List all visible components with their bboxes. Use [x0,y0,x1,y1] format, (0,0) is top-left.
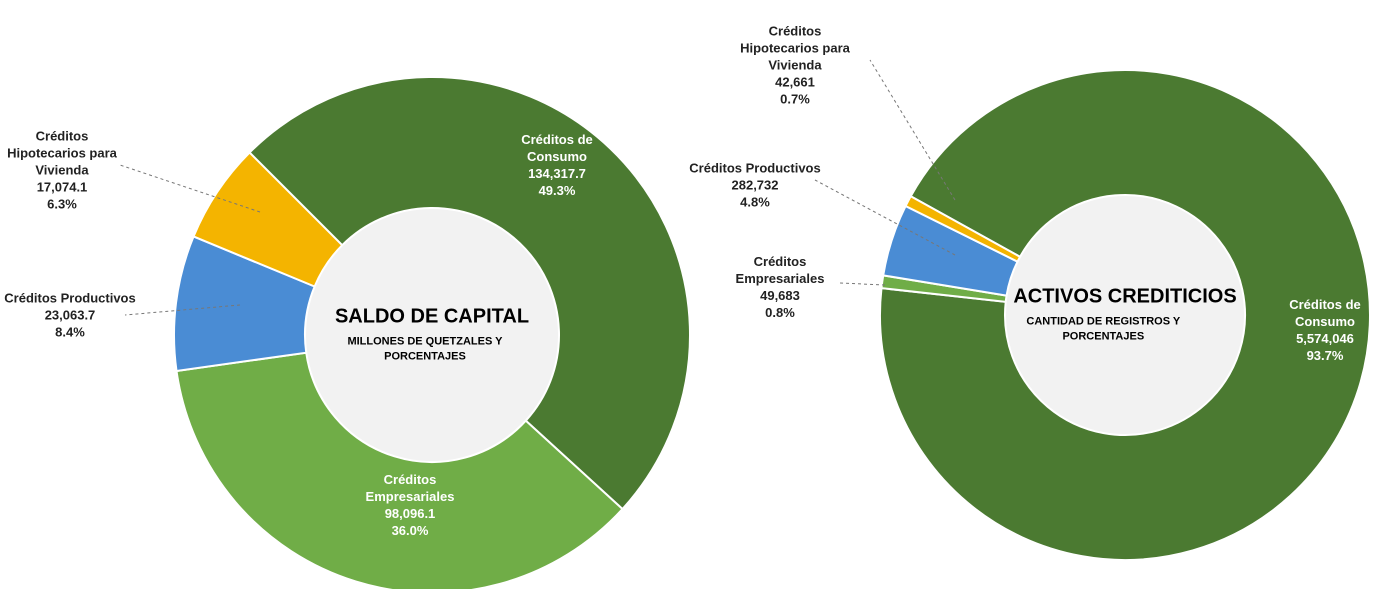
category-label: Créditos de Consumo [497,131,617,165]
center-title: ACTIVOS CREDITICIOS CANTIDAD DE REGISTROS… [1013,286,1236,345]
value-label: 282,732 [688,177,823,194]
category-label: Créditos Hipotecarios para Vivienda [0,128,130,179]
category-label: Créditos Empresariales [713,253,848,287]
category-label: Créditos de Consumo [1265,296,1380,330]
percent-label: 36.0% [350,522,470,539]
center-title: SALDO DE CAPITAL MILLONES DE QUETZALES Y … [335,306,529,365]
percent-label: 49.3% [497,182,617,199]
percent-label: 8.4% [3,324,138,341]
value-label: 49,683 [713,287,848,304]
chart-title: SALDO DE CAPITAL [335,306,529,329]
category-label: Créditos Productivos [3,290,138,307]
category-label: Créditos Hipotecarios para Vivienda [728,23,863,74]
percent-label: 0.8% [713,304,848,321]
value-label: 5,574,046 [1265,330,1380,347]
percent-label: 93.7% [1265,347,1380,364]
chart-title: ACTIVOS CREDITICIOS [1013,286,1236,309]
category-label: Créditos Productivos [688,160,823,177]
percent-label: 6.3% [0,196,130,213]
value-label: 98,096.1 [350,505,470,522]
leader-line [870,60,955,200]
chart-subtitle: MILLONES DE QUETZALES Y PORCENTAJES [335,335,515,365]
chart-subtitle: CANTIDAD DE REGISTROS Y PORCENTAJES [1013,315,1193,345]
percent-label: 4.8% [688,194,823,211]
value-label: 17,074.1 [0,179,130,196]
percent-label: 0.7% [728,91,863,108]
value-label: 42,661 [728,74,863,91]
category-label: Créditos Empresariales [350,471,470,505]
value-label: 23,063.7 [3,307,138,324]
page: Créditos de Consumo134,317.749.3%Crédito… [0,0,1380,589]
value-label: 134,317.7 [497,165,617,182]
